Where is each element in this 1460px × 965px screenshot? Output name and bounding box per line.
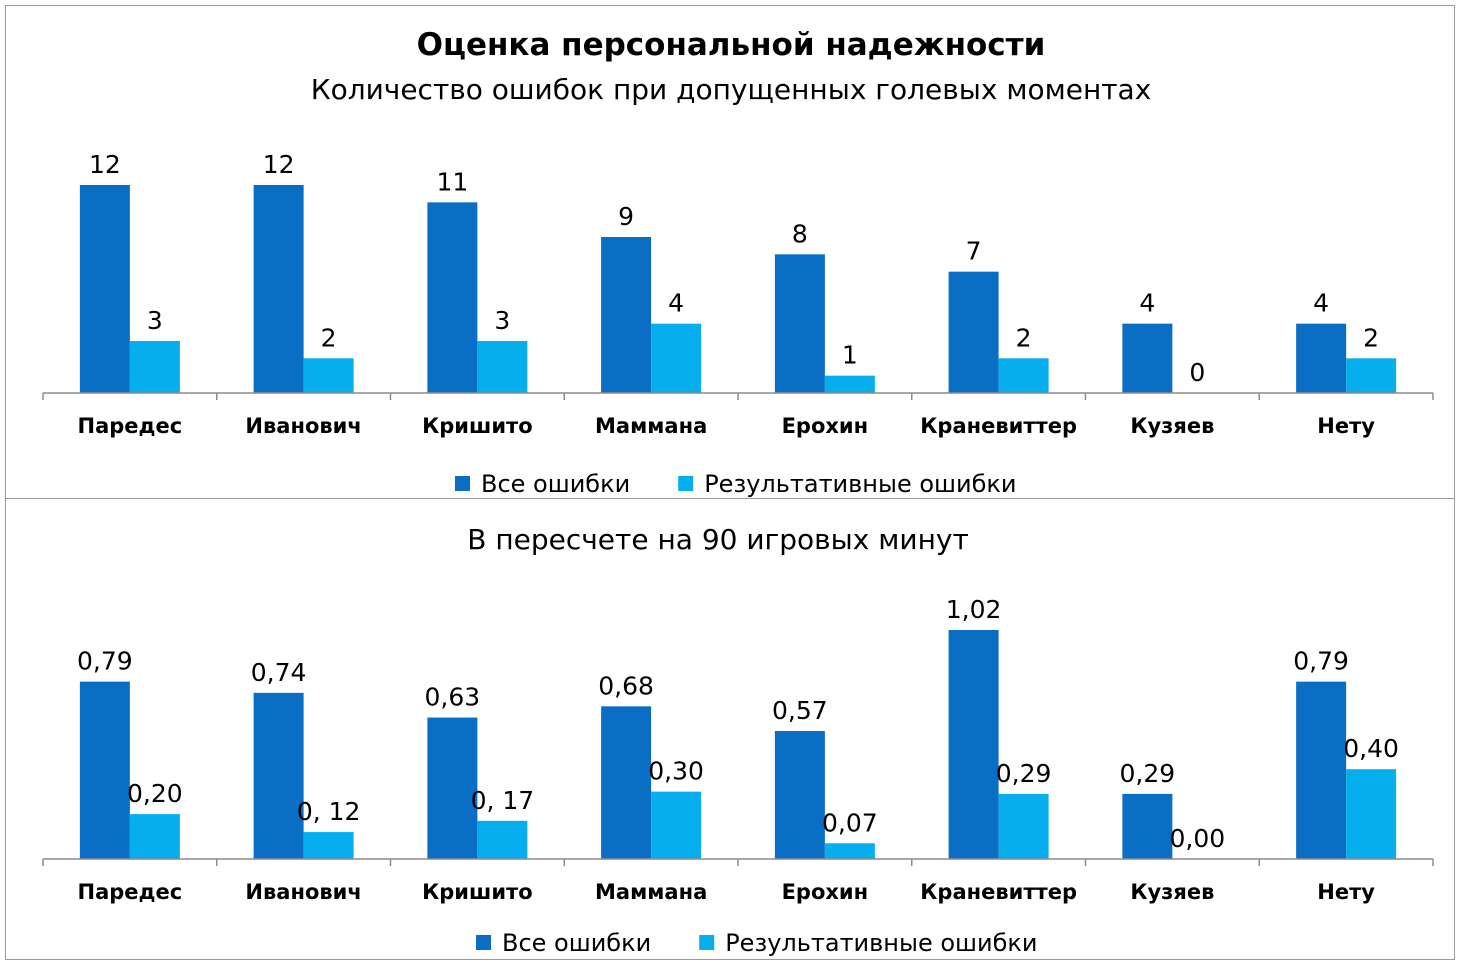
bar-result	[129, 341, 180, 393]
legend-swatch	[455, 476, 470, 491]
bar-result	[1346, 769, 1397, 859]
bar-result	[651, 791, 702, 859]
data-label: 0,00	[1170, 824, 1226, 853]
legend-swatch	[699, 935, 715, 950]
bar-all	[948, 630, 999, 859]
bar-all	[79, 185, 130, 393]
data-label: 12	[89, 150, 121, 179]
category-label: Краневиттер	[920, 414, 1077, 438]
bar-all	[1122, 323, 1173, 393]
category-label: Кузяев	[1130, 414, 1214, 438]
data-label: 2	[1363, 323, 1379, 352]
data-label: 4	[668, 289, 684, 318]
bar-all	[427, 202, 478, 393]
data-label: 1	[842, 341, 858, 370]
category-label: Кришито	[422, 414, 533, 438]
category-label: Иванович	[245, 880, 361, 904]
legend-label: Все ошибки	[481, 470, 630, 498]
data-label: 0,40	[1343, 734, 1399, 763]
category-label: Ерохин	[782, 880, 869, 904]
data-label: 11	[436, 167, 468, 196]
bar-result	[824, 375, 875, 393]
data-label: 0,79	[1293, 647, 1349, 676]
bar-all	[427, 717, 478, 859]
chart-panel-counts: Оценка персональной надежности Количеств…	[5, 5, 1455, 499]
bar-result	[303, 832, 354, 859]
bar-all	[948, 271, 999, 393]
data-label: 0, 17	[471, 786, 535, 815]
bar-all	[774, 731, 825, 859]
legend-swatch	[678, 476, 694, 491]
data-label: 1,02	[946, 595, 1002, 624]
category-label: Кришито	[422, 880, 533, 904]
bar-result	[477, 820, 528, 859]
legend-label: Результативные ошибки	[704, 470, 1016, 498]
bar-all	[601, 706, 652, 859]
bar-result	[998, 358, 1049, 393]
bar-all	[253, 185, 304, 393]
data-label: 3	[494, 306, 510, 335]
data-label: 2	[321, 323, 337, 352]
data-label: 7	[966, 237, 982, 266]
bar-result	[477, 341, 528, 393]
data-label: 4	[1313, 289, 1329, 318]
category-label: Маммана	[595, 880, 707, 904]
bar-all	[253, 692, 304, 859]
bar-all	[1122, 793, 1173, 859]
category-label: Ерохин	[782, 414, 869, 438]
bar-result	[129, 814, 180, 859]
chart-panel-per90: В пересчете на 90 игровых минут 0,79 0,74…	[5, 498, 1455, 960]
chart-subtitle: В пересчете на 90 игровых минут	[467, 523, 969, 556]
legend-label: Все ошибки	[502, 929, 651, 957]
data-label: 0,29	[996, 759, 1052, 788]
bar-all	[1296, 681, 1347, 859]
category-label: Краневиттер	[920, 880, 1077, 904]
category-label: Нету	[1317, 414, 1375, 438]
category-label: Паредес	[78, 414, 183, 438]
category-label: Маммана	[595, 414, 707, 438]
bar-all	[79, 681, 130, 859]
data-label: 2	[1016, 323, 1032, 352]
data-label: 0,29	[1120, 759, 1176, 788]
data-label: 0,07	[822, 808, 878, 837]
legend-swatch	[476, 935, 491, 950]
data-label: 0,79	[77, 647, 133, 676]
data-label: 12	[263, 150, 295, 179]
data-label: 0,30	[648, 757, 704, 786]
data-label: 0,68	[598, 671, 654, 700]
data-label: 8	[792, 219, 808, 248]
data-label: 0	[1189, 358, 1205, 387]
bar-result	[824, 843, 875, 859]
data-label: 0,57	[772, 696, 828, 725]
chart-title: Оценка персональной надежности	[417, 27, 1046, 63]
category-label: Иванович	[245, 414, 361, 438]
data-label: 0, 12	[297, 797, 361, 826]
chart-subtitle: Количество ошибок при допущенных голевых…	[311, 73, 1152, 106]
data-label: 0,74	[251, 658, 307, 687]
legend-label: Результативные ошибки	[725, 929, 1037, 957]
bar-result	[1346, 358, 1397, 393]
chart-per90-svg: В пересчете на 90 игровых минут 0,79 0,74…	[42, 523, 1434, 957]
category-label: Кузяев	[1130, 880, 1214, 904]
data-label: 9	[618, 202, 634, 231]
category-label: Нету	[1317, 880, 1375, 904]
chart-counts-svg: Оценка персональной надежности Количеств…	[42, 27, 1434, 498]
data-label: 0,63	[425, 683, 481, 712]
bar-result	[998, 793, 1049, 859]
bar-result	[303, 358, 354, 393]
category-label: Паредес	[78, 880, 183, 904]
bar-result	[651, 323, 702, 393]
bar-all	[601, 237, 652, 393]
data-label: 4	[1139, 289, 1155, 318]
data-label: 3	[147, 306, 163, 335]
bar-all	[774, 254, 825, 393]
data-label: 0,20	[127, 779, 183, 808]
bar-all	[1296, 323, 1347, 393]
